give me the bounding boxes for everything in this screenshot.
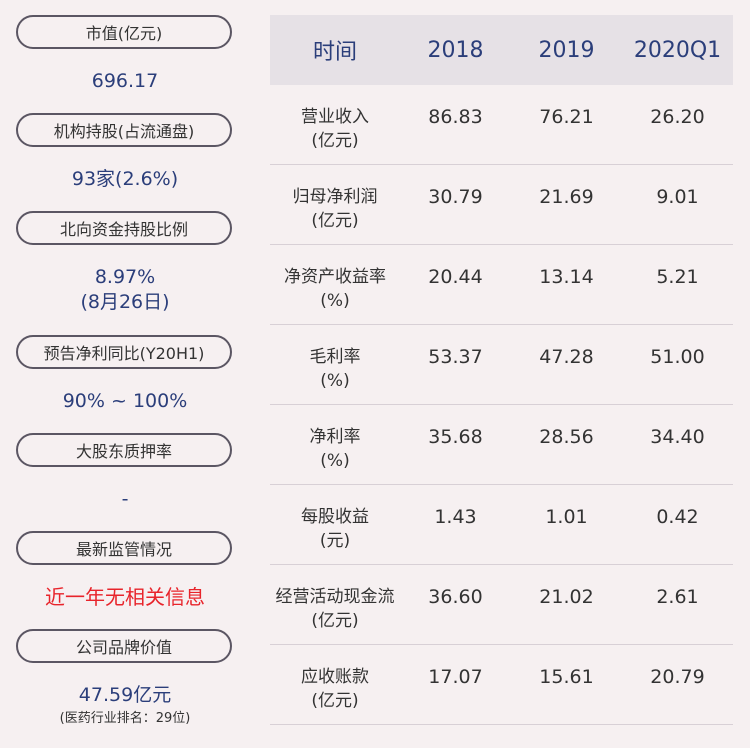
table-cell: 28.56 (539, 426, 594, 448)
table-cell: 34.40 (650, 426, 705, 448)
brand-value-value: 47.59亿元 (78, 684, 172, 706)
row-label: 经营活动现金流 (亿元) (270, 565, 400, 633)
table-row: 应收账款 (亿元) 17.07 15.61 20.79 (270, 645, 733, 725)
row-label-unit: (亿元) (311, 211, 359, 231)
table-row: 毛利率 (%) 53.37 47.28 51.00 (270, 325, 733, 405)
table-cell: 15.61 (539, 666, 594, 688)
row-label-unit: (亿元) (311, 691, 359, 711)
table-cell: 1.43 (434, 506, 477, 528)
row-label-name: 经营活动现金流 (275, 587, 395, 607)
table-cell: 1.01 (545, 506, 588, 528)
profit-forecast-value: 90% ~ 100% (62, 390, 188, 412)
table-cell: 21.69 (539, 186, 594, 208)
table-cell: 20.44 (428, 266, 483, 288)
pledge-ratio-value: - (121, 488, 129, 510)
table-cell: 30.79 (428, 186, 483, 208)
financial-table: 时间 2018 2019 2020Q1 营业收入 (亿元) 86.83 76.21… (270, 15, 733, 725)
row-label-name: 净利率 (309, 427, 361, 447)
table-cell: 86.83 (428, 106, 483, 128)
table-row: 每股收益 (元) 1.43 1.01 0.42 (270, 485, 733, 565)
table-cell: 26.20 (650, 106, 705, 128)
row-label-name: 毛利率 (309, 347, 361, 367)
table-cell: 5.21 (656, 266, 699, 288)
northbound-ratio-label: 北向资金持股比例 (16, 211, 232, 245)
northbound-ratio-value: 8.97% (94, 266, 156, 288)
header-time: 时间 (312, 40, 357, 65)
institutional-holdings-value: 93家(2.6%) (71, 168, 179, 190)
market-cap-value: 696.17 (91, 70, 159, 92)
row-label-name: 净资产收益率 (284, 267, 386, 287)
row-label: 净资产收益率 (%) (270, 245, 400, 313)
table-cell: 13.14 (539, 266, 594, 288)
table-row: 净资产收益率 (%) 20.44 13.14 5.21 (270, 245, 733, 325)
table-row: 归母净利润 (亿元) 30.79 21.69 9.01 (270, 165, 733, 245)
row-label-unit: (%) (320, 371, 350, 391)
header-2018: 2018 (427, 37, 484, 63)
table-cell: 0.42 (656, 506, 699, 528)
table-cell: 9.01 (656, 186, 699, 208)
table-cell: 35.68 (428, 426, 483, 448)
table-cell: 17.07 (428, 666, 483, 688)
brand-value-rank-note: (医药行业排名：29位) (59, 711, 191, 726)
row-label: 净利率 (%) (270, 405, 400, 473)
row-label: 营业收入 (亿元) (270, 85, 400, 153)
row-label: 每股收益 (元) (270, 485, 400, 553)
market-cap-label: 市值(亿元) (16, 15, 232, 49)
regulatory-status-label: 最新监管情况 (16, 531, 232, 565)
profit-forecast-label: 预告净利同比(Y20H1) (16, 335, 232, 369)
row-label-unit: (元) (319, 531, 351, 551)
table-cell: 47.28 (539, 346, 594, 368)
table-cell: 2.61 (656, 586, 699, 608)
row-label-name: 归母净利润 (292, 187, 378, 207)
brand-value-label: 公司品牌价值 (16, 629, 232, 663)
table-row: 经营活动现金流 (亿元) 36.60 21.02 2.61 (270, 565, 733, 645)
left-panel: 市值(亿元) 696.17 机构持股(占流通盘) 93家(2.6%) 北向资金持… (0, 0, 250, 748)
row-label: 毛利率 (%) (270, 325, 400, 393)
row-label-name: 应收账款 (301, 667, 369, 687)
row-label-name: 营业收入 (301, 107, 369, 127)
row-label-unit: (亿元) (311, 611, 359, 631)
table-row: 净利率 (%) 35.68 28.56 34.40 (270, 405, 733, 485)
table-cell: 53.37 (428, 346, 483, 368)
table-cell: 76.21 (539, 106, 594, 128)
table-row: 营业收入 (亿元) 86.83 76.21 26.20 (270, 85, 733, 165)
pledge-ratio-label: 大股东质押率 (16, 433, 232, 467)
row-label: 归母净利润 (亿元) (270, 165, 400, 233)
northbound-ratio-date: (8月26日) (80, 291, 170, 313)
table-cell: 36.60 (428, 586, 483, 608)
header-2019: 2019 (538, 37, 595, 63)
institutional-holdings-label: 机构持股(占流通盘) (16, 113, 232, 147)
table-cell: 20.79 (650, 666, 705, 688)
row-label-unit: (亿元) (311, 131, 359, 151)
regulatory-status-value: 近一年无相关信息 (45, 585, 205, 609)
table-cell: 51.00 (650, 346, 705, 368)
header-2020q1: 2020Q1 (633, 37, 722, 63)
row-label-unit: (%) (320, 451, 350, 471)
table-cell: 21.02 (539, 586, 594, 608)
row-label-unit: (%) (320, 291, 350, 311)
row-label-name: 每股收益 (301, 507, 369, 527)
table-header: 时间 2018 2019 2020Q1 (270, 15, 733, 85)
row-label: 应收账款 (亿元) (270, 645, 400, 713)
